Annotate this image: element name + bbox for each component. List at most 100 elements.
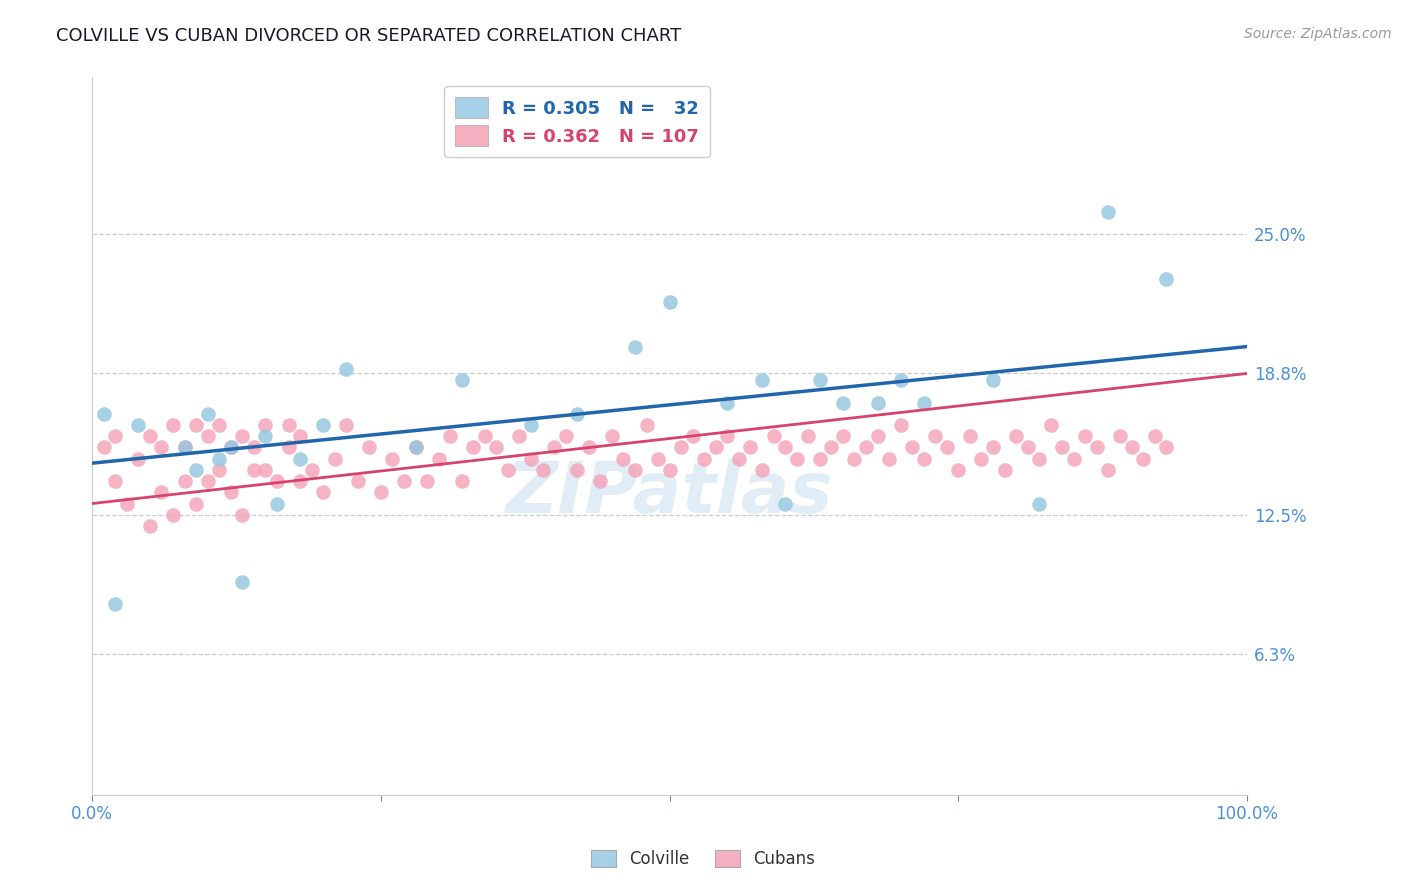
Point [1154, 272, 1177, 286]
Point [323, 451, 346, 466]
Point [773, 441, 796, 455]
Point [450, 474, 472, 488]
Point [197, 474, 219, 488]
Text: COLVILLE VS CUBAN DIVORCED OR SEPARATED CORRELATION CHART: COLVILLE VS CUBAN DIVORCED OR SEPARATED … [56, 27, 682, 45]
Point [243, 463, 266, 477]
Text: ZIPatlas: ZIPatlas [506, 459, 834, 528]
Point [496, 463, 519, 477]
Point [288, 451, 311, 466]
Point [359, 441, 381, 455]
Point [277, 441, 299, 455]
Point [254, 418, 277, 433]
Point [948, 463, 970, 477]
Point [970, 451, 993, 466]
Point [866, 395, 889, 409]
Point [439, 429, 461, 443]
Point [335, 362, 357, 376]
Point [786, 451, 808, 466]
Point [1017, 441, 1039, 455]
Point [508, 429, 530, 443]
Point [682, 429, 704, 443]
Point [392, 474, 415, 488]
Point [1154, 441, 1177, 455]
Point [219, 441, 242, 455]
Point [104, 598, 127, 612]
Point [346, 474, 368, 488]
Point [1039, 418, 1062, 433]
Point [531, 463, 554, 477]
Point [231, 429, 253, 443]
Point [173, 441, 195, 455]
Point [658, 294, 681, 309]
Point [208, 418, 231, 433]
Point [335, 418, 357, 433]
Point [1074, 429, 1097, 443]
Point [890, 418, 912, 433]
Legend: Colville, Cubans: Colville, Cubans [585, 843, 821, 875]
Point [381, 451, 404, 466]
Point [127, 451, 149, 466]
Point [312, 418, 335, 433]
Point [636, 418, 658, 433]
Point [162, 508, 184, 522]
Point [1143, 429, 1166, 443]
Point [728, 451, 751, 466]
Point [405, 441, 427, 455]
Point [600, 429, 623, 443]
Point [1097, 205, 1119, 219]
Point [370, 485, 392, 500]
Point [567, 407, 589, 421]
Point [669, 441, 692, 455]
Point [115, 496, 138, 510]
Point [924, 429, 946, 443]
Point [554, 429, 576, 443]
Point [184, 463, 207, 477]
Point [993, 463, 1015, 477]
Point [277, 418, 299, 433]
Point [624, 463, 647, 477]
Point [959, 429, 981, 443]
Point [890, 373, 912, 387]
Point [1132, 451, 1154, 466]
Point [647, 451, 669, 466]
Point [231, 508, 253, 522]
Point [150, 485, 173, 500]
Point [1121, 441, 1143, 455]
Point [219, 441, 242, 455]
Point [139, 429, 162, 443]
Point [1063, 451, 1085, 466]
Point [197, 407, 219, 421]
Point [543, 441, 565, 455]
Point [751, 463, 773, 477]
Point [578, 441, 600, 455]
Point [139, 519, 162, 533]
Point [1085, 441, 1108, 455]
Legend: R = 0.305   N =   32, R = 0.362   N = 107: R = 0.305 N = 32, R = 0.362 N = 107 [444, 87, 710, 157]
Point [1097, 463, 1119, 477]
Point [93, 441, 115, 455]
Point [658, 463, 681, 477]
Point [219, 485, 242, 500]
Point [254, 463, 277, 477]
Point [173, 441, 195, 455]
Point [266, 474, 288, 488]
Point [808, 451, 831, 466]
Point [208, 451, 231, 466]
Point [405, 441, 427, 455]
Point [820, 441, 842, 455]
Text: Source: ZipAtlas.com: Source: ZipAtlas.com [1244, 27, 1392, 41]
Point [208, 463, 231, 477]
Point [127, 418, 149, 433]
Point [312, 485, 335, 500]
Point [184, 496, 207, 510]
Point [231, 574, 253, 589]
Point [831, 429, 853, 443]
Point [197, 429, 219, 443]
Point [797, 429, 820, 443]
Point [808, 373, 831, 387]
Point [912, 451, 935, 466]
Point [844, 451, 866, 466]
Point [1028, 451, 1050, 466]
Point [301, 463, 323, 477]
Point [288, 474, 311, 488]
